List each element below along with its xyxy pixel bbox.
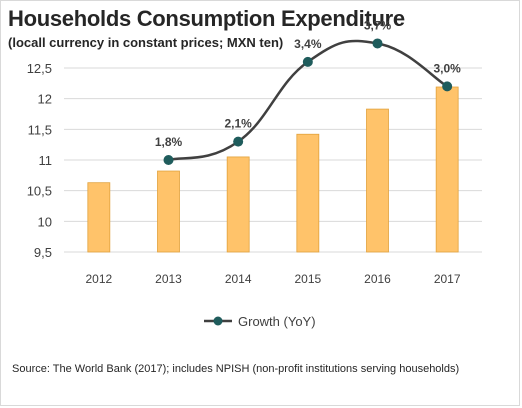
growth-point: [302, 56, 313, 67]
bar: [87, 182, 111, 253]
y-tick-label: 10,5: [27, 184, 52, 199]
legend-marker: [213, 316, 223, 326]
x-tick-label: 2015: [294, 272, 321, 286]
y-tick-label: 9,5: [34, 245, 52, 260]
y-tick-label: 12,5: [27, 61, 52, 76]
growth-point: [442, 81, 453, 92]
x-tick-label: 2017: [434, 272, 461, 286]
y-tick-label: 11,5: [28, 122, 52, 137]
legend-label: Growth (YoY): [238, 314, 316, 329]
bar: [366, 108, 389, 253]
growth-data-label: 2,1%: [224, 117, 252, 131]
y-tick-label: 12: [38, 92, 52, 107]
growth-line-group: 1,8% 2,1% 3,4% 3,7% 3,0%: [155, 18, 461, 165]
growth-data-label: 3,4%: [294, 37, 322, 51]
x-tick-label: 2013: [155, 272, 182, 286]
x-tick-label: 2012: [85, 272, 112, 286]
y-tick-labels: 9,5 10 10,5 11 11,5 12 12,5: [27, 61, 52, 260]
x-tick-label: 2014: [225, 272, 252, 286]
legend: Growth (YoY): [204, 314, 316, 329]
bar: [157, 170, 180, 253]
growth-data-label: 1,8%: [155, 135, 183, 149]
source-note: Source: The World Bank (2017); includes …: [12, 363, 460, 375]
x-tick-labels: 2012 2013 2014 2015 2016 2017: [85, 272, 460, 286]
growth-point: [163, 155, 174, 165]
bar: [296, 133, 320, 253]
grid-lines: [64, 67, 482, 253]
bar: [226, 156, 250, 253]
x-tick-label: 2016: [364, 272, 391, 286]
growth-point: [372, 38, 383, 49]
growth-point: [233, 136, 244, 147]
bars: [87, 86, 459, 253]
y-tick-label: 10: [38, 214, 52, 229]
chart-title: Households Consumption Expenditure: [8, 6, 405, 31]
y-tick-label: 11: [39, 153, 53, 168]
bar: [435, 86, 459, 253]
chart-subtitle: (locall currency in constant prices; MXN…: [8, 35, 284, 50]
growth-data-label: 3,0%: [433, 61, 461, 75]
growth-data-label: 3,7%: [364, 18, 392, 32]
